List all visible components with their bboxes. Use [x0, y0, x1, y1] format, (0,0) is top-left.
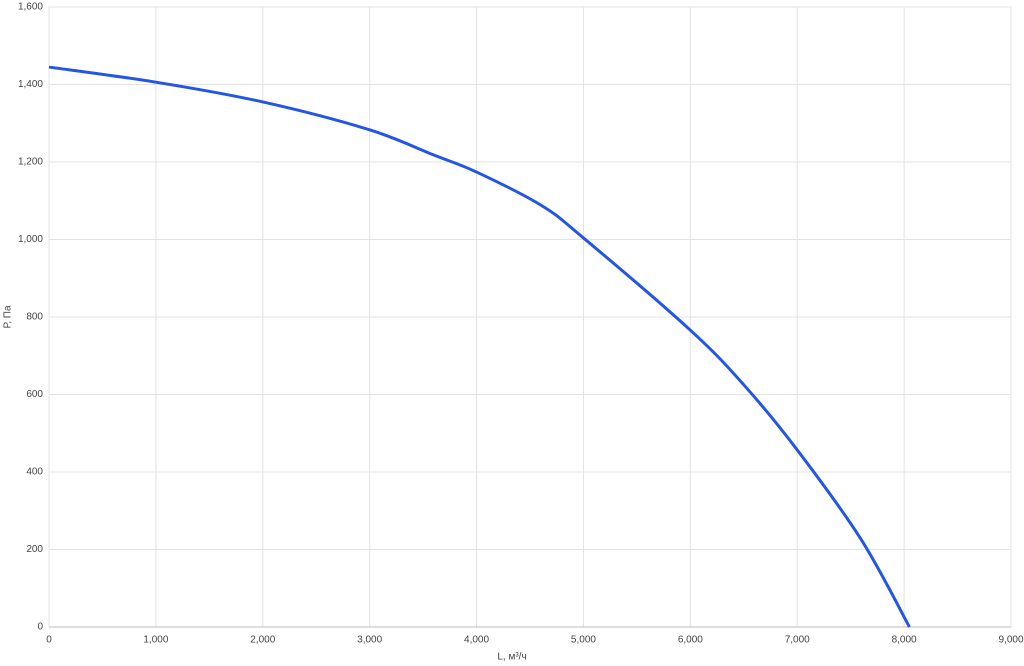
x-tick-label: 8,000	[892, 635, 917, 646]
x-tick-label: 1,000	[143, 635, 168, 646]
y-tick-label: 400	[26, 467, 43, 478]
x-tick-label: 5,000	[571, 635, 596, 646]
x-tick-label: 9,000	[998, 635, 1023, 646]
x-axis-label: L, м³/ч	[497, 652, 526, 663]
y-tick-label: 1,000	[18, 234, 43, 245]
y-axis-label: Р, Па	[3, 305, 14, 329]
y-tick-label: 600	[26, 389, 43, 400]
x-tick-label: 7,000	[785, 635, 810, 646]
x-tick-label: 3,000	[357, 635, 382, 646]
y-tick-label: 0	[37, 622, 43, 633]
y-tick-label: 1,600	[18, 2, 43, 13]
y-tick-label: 800	[26, 312, 43, 323]
y-tick-label: 1,400	[18, 79, 43, 90]
data-line	[48, 65, 911, 628]
y-tick-label: 200	[26, 544, 43, 555]
x-tick-label: 0	[46, 635, 52, 646]
y-tick-label: 1,200	[18, 157, 43, 168]
x-tick-label: 6,000	[678, 635, 703, 646]
x-tick-label: 4,000	[464, 635, 489, 646]
x-tick-label: 2,000	[250, 635, 275, 646]
